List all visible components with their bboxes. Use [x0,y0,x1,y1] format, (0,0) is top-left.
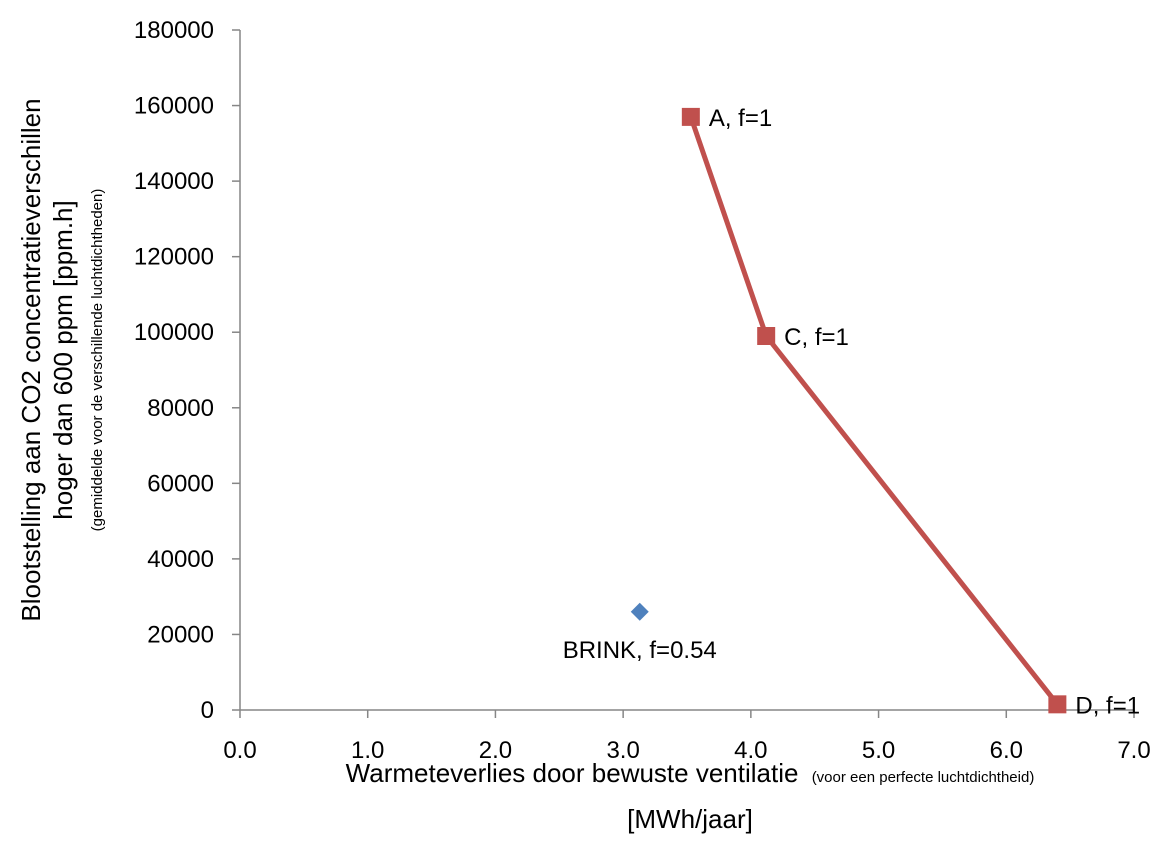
data-point-label: A, f=1 [709,105,772,132]
x-tick-label: 0.0 [223,737,256,764]
y-tick-label: 80000 [147,395,214,422]
x-tick-label: 5.0 [862,737,895,764]
x-axis-ticks: 0.0 1.0 2.0 3.0 4.0 5.0 6.0 7.0 [223,710,1151,764]
series-1: BRINK, f=0.54 [563,602,717,664]
y-tick-label: 0 [201,697,214,724]
y-tick-label: 160000 [134,93,214,120]
x-tick-label: 1.0 [351,737,384,764]
data-point [681,107,700,126]
y-axis-ticks: 0 20000 40000 60000 80000 100000 120000 140000 1… [134,17,240,724]
x-tick-label: 3.0 [606,737,639,764]
y-axis-title-note: (gemiddelde voor de verschillende luchtd… [89,189,106,532]
data-point [630,602,649,621]
y-tick-label: 20000 [147,621,214,648]
y-tick-label: 120000 [134,244,214,271]
x-axis-title-main: Warmeteverlies door bewuste ventilatie [346,758,799,788]
y-tick-label: 140000 [134,168,214,195]
y-tick-label: 100000 [134,319,214,346]
y-tick-label: 40000 [147,546,214,573]
data-point [1048,695,1067,714]
x-tick-label: 4.0 [734,737,767,764]
y-tick-label: 60000 [147,470,214,497]
series-0: A, f=1 C, f=1 D, f=1 [681,105,1140,719]
data-point-label: D, f=1 [1075,692,1140,719]
x-tick-label: 6.0 [990,737,1023,764]
data-point-label: BRINK, f=0.54 [563,637,717,664]
x-tick-label: 7.0 [1117,737,1150,764]
x-tick-label: 2.0 [479,737,512,764]
x-axis-title-note: (voor een perfecte luchtdichtheid) [812,769,1035,786]
x-axis-unit: [MWh/jaar] [627,804,753,834]
y-axis-title-line1: Blootstelling aan CO2 concentratieversch… [16,98,46,621]
y-tick-label: 180000 [134,17,214,44]
series-line [688,116,1060,706]
x-axis-title: Warmeteverlies door bewuste ventilatie (… [346,758,1035,788]
axes [239,30,1134,711]
data-point-label: C, f=1 [784,324,849,351]
series-layer: A, f=1 C, f=1 D, f=1 BRINK, f=0.54 [563,105,1140,719]
data-point [757,327,776,345]
y-axis-title-line2: hoger dan 600 ppm [ppm.h] [48,200,78,519]
